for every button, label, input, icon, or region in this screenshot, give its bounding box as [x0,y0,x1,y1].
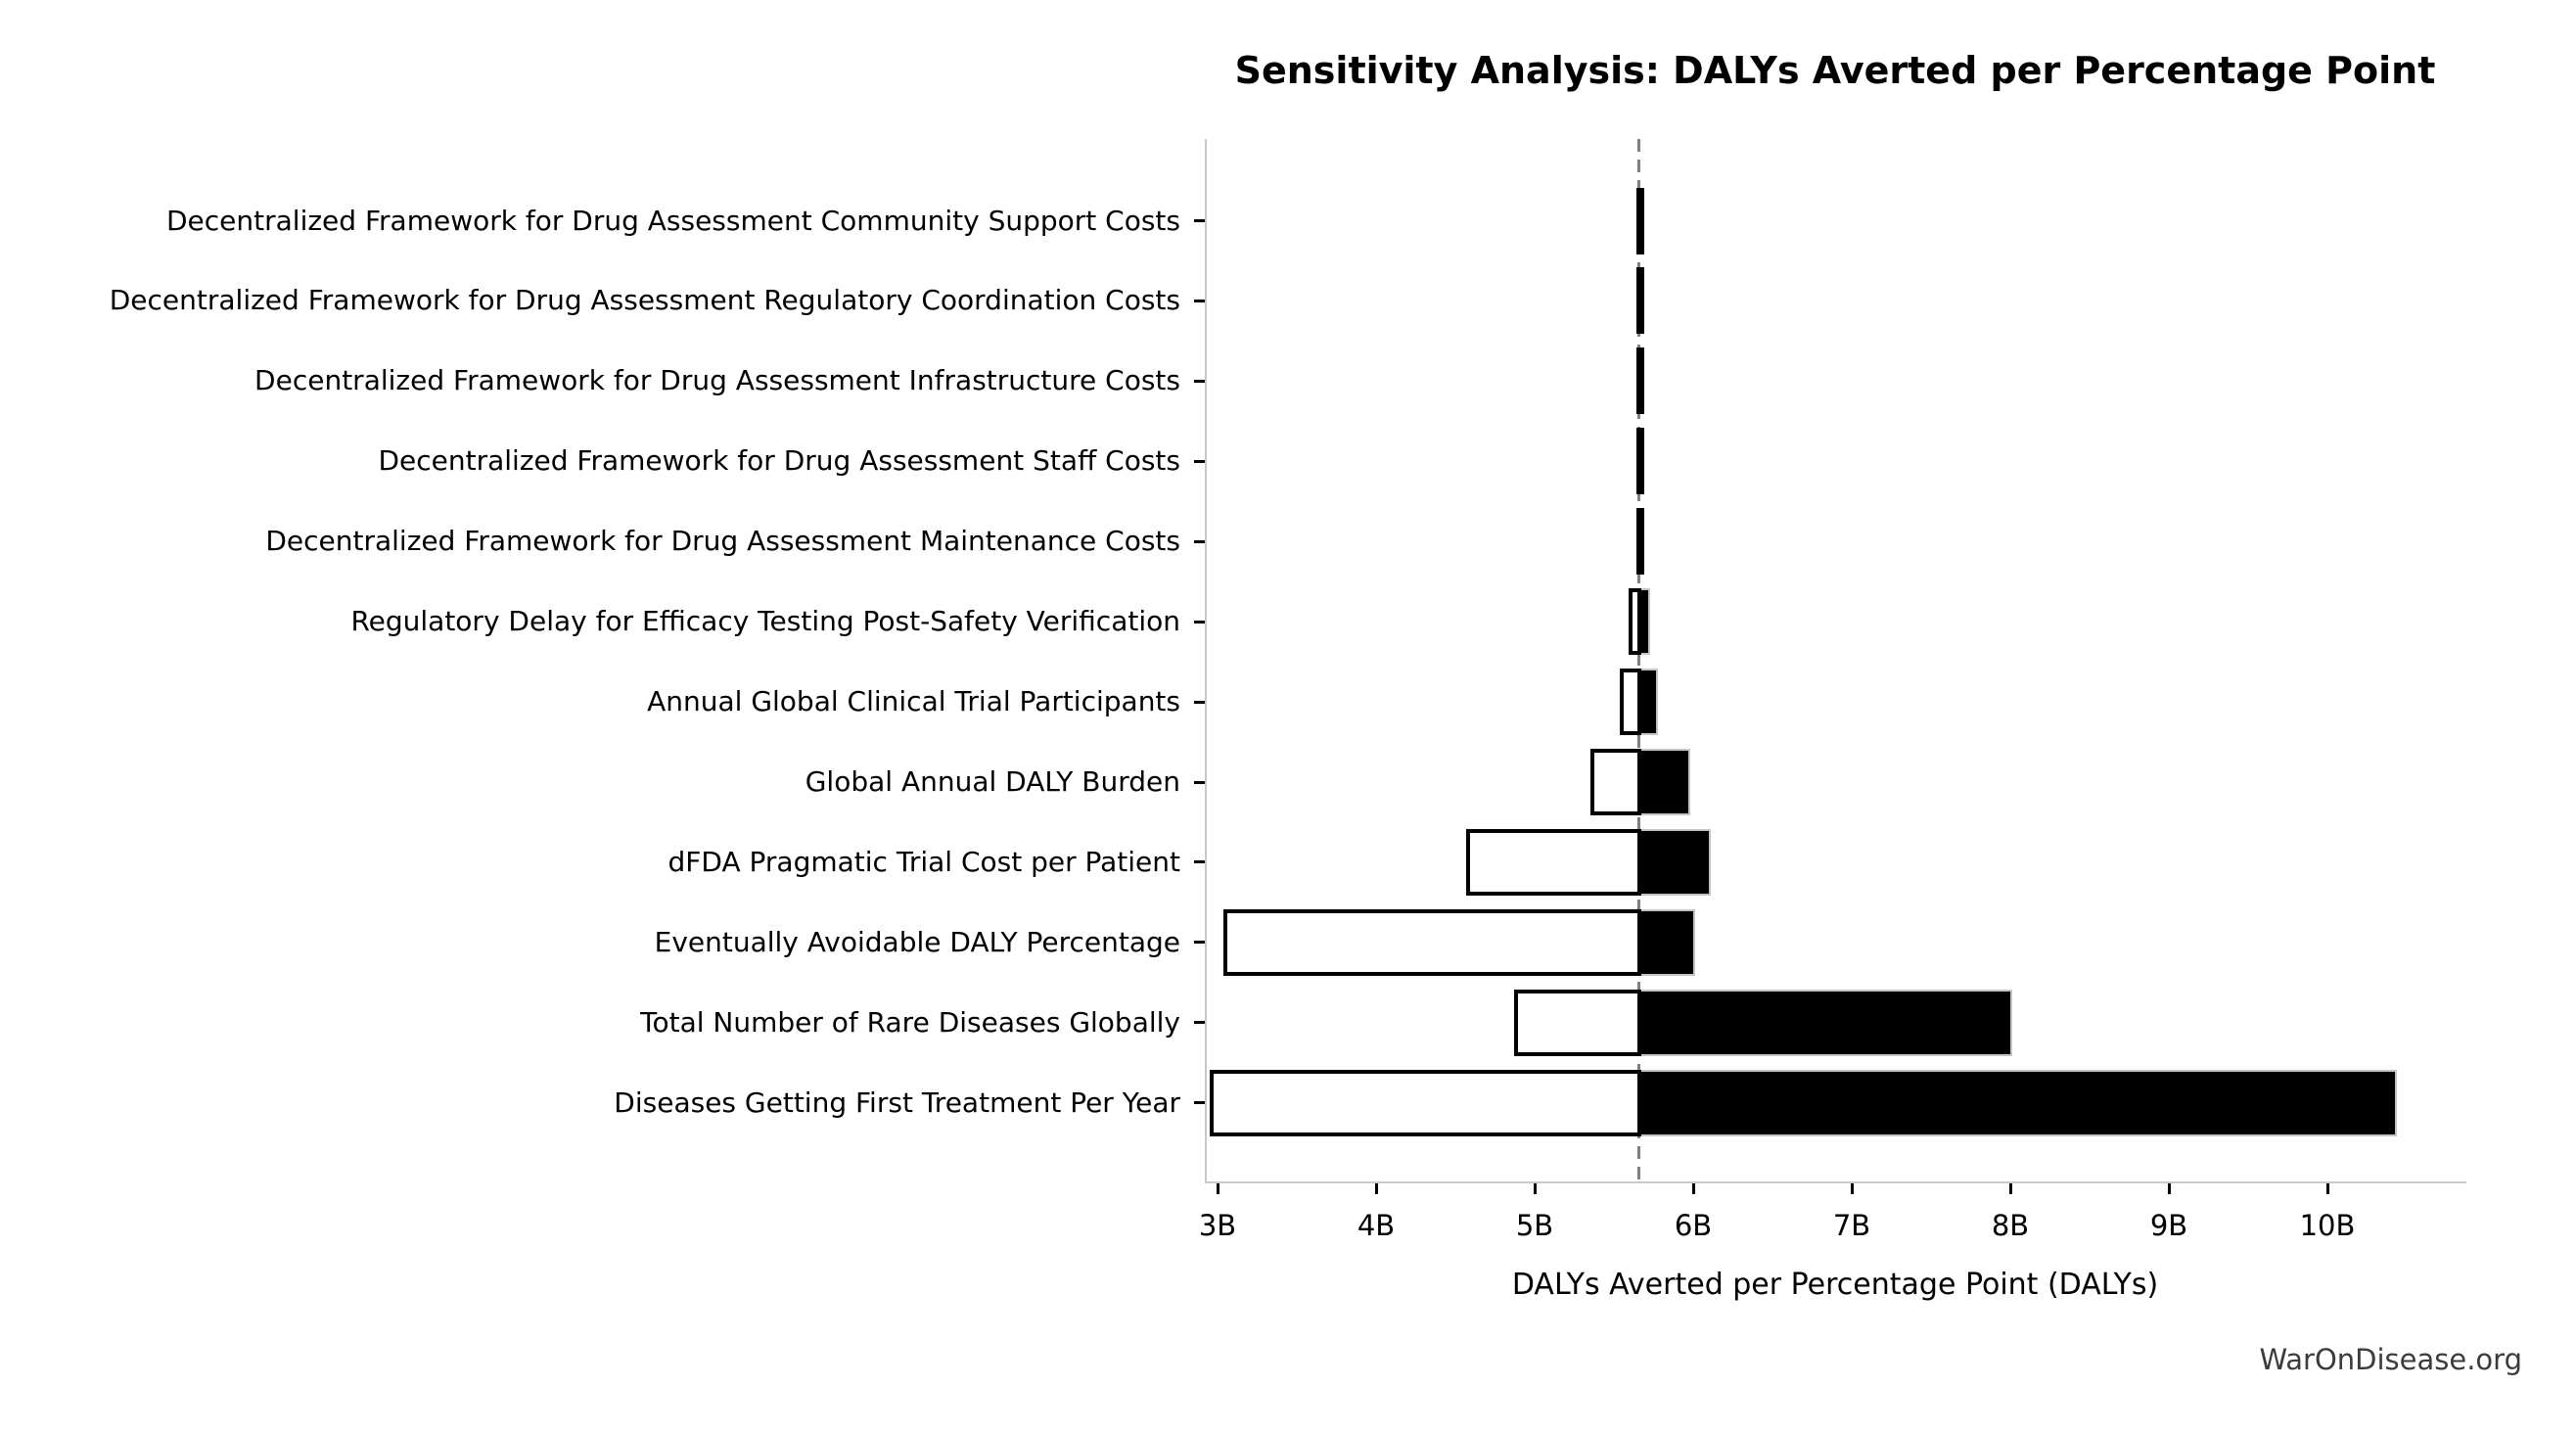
y-tick-mark [1194,1021,1205,1025]
x-tick-mark [1850,1183,1854,1194]
x-tick-mark [1691,1183,1695,1194]
chart-title: Sensitivity Analysis: DALYs Averted per … [1234,49,2436,92]
x-tick-mark [2325,1183,2329,1194]
y-tick-mark [1194,299,1205,302]
bar-low [1635,428,1644,495]
x-tick-mark [2167,1183,2171,1194]
x-tick-label: 9B [2149,1209,2188,1242]
y-tick-mark [1194,219,1205,222]
watermark: WarOnDisease.org [2259,1343,2522,1376]
y-axis-label: Eventually Avoidable DALY Percentage [654,925,1180,958]
y-axis-label: Decentralized Framework for Drug Assessm… [254,364,1180,397]
bar-low [1209,1069,1641,1136]
y-axis-label: Decentralized Framework for Drug Assessm… [109,284,1180,317]
plot-area [1205,139,2466,1183]
x-tick-mark [1374,1183,1378,1194]
x-tick-label: 6B [1674,1209,1713,1242]
bar-low [1635,347,1644,415]
y-tick-mark [1194,700,1205,704]
bar-high [1638,828,1711,896]
y-tick-mark [1194,539,1205,543]
y-tick-mark [1194,1101,1205,1105]
bar-high [1638,908,1695,976]
y-axis-label: Decentralized Framework for Drug Assessm… [166,204,1180,237]
bar-high [1638,1069,2398,1136]
y-axis-label: Decentralized Framework for Drug Assessm… [378,444,1180,478]
bar-low [1635,508,1644,576]
x-tick-label: 10B [2299,1209,2356,1242]
bar-high [1638,749,1690,815]
y-axis-label: Total Number of Rare Diseases Globally [640,1005,1180,1039]
baseline-dashed-line [1637,139,1641,1181]
bar-low [1466,828,1641,896]
x-tick-mark [1216,1183,1219,1194]
y-tick-mark [1194,860,1205,864]
bar-low [1223,908,1641,976]
y-tick-mark [1194,941,1205,945]
y-tick-mark [1194,780,1205,784]
x-axis-label: DALYs Averted per Percentage Point (DALY… [1511,1268,2159,1302]
x-tick-mark [2008,1183,2012,1194]
x-tick-label: 5B [1515,1209,1554,1242]
y-axis-label: Annual Global Clinical Trial Participant… [647,685,1180,718]
y-axis-label: Decentralized Framework for Drug Assessm… [265,525,1180,558]
x-tick-label: 3B [1198,1209,1237,1242]
y-axis-label: Regulatory Delay for Efficacy Testing Po… [350,605,1180,638]
y-tick-mark [1194,379,1205,383]
bar-low [1589,749,1641,815]
x-tick-label: 4B [1357,1209,1396,1242]
y-tick-mark [1194,459,1205,463]
x-tick-label: 7B [1832,1209,1871,1242]
bar-low [1635,267,1644,335]
bar-high [1638,669,1659,736]
y-axis-label: Diseases Getting First Treatment Per Yea… [614,1086,1180,1119]
x-tick-mark [1533,1183,1537,1194]
bar-low [1628,588,1641,656]
bar-low [1635,187,1644,254]
y-axis-label: dFDA Pragmatic Trial Cost per Patient [667,845,1181,878]
y-axis-label: Global Annual DALY Burden [805,765,1180,798]
x-tick-label: 8B [1991,1209,2030,1242]
bar-low [1620,669,1641,736]
bar-low [1513,989,1641,1056]
y-tick-mark [1194,620,1205,624]
bar-high [1638,989,2012,1056]
